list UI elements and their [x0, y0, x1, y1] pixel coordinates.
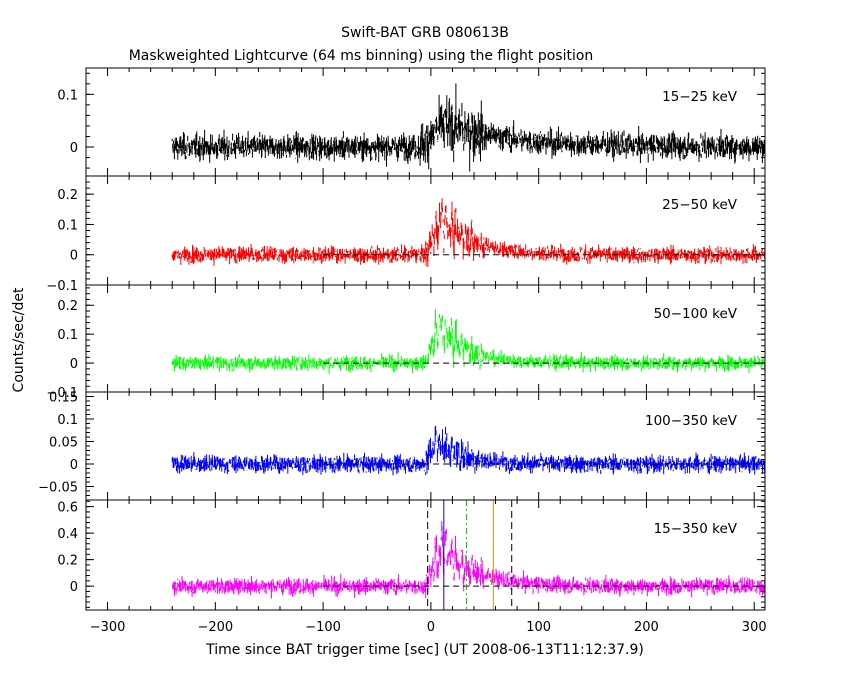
y-tick-label: 0 [70, 580, 78, 595]
y-tick-label: 0 [70, 357, 78, 372]
y-tick-label: 0.1 [57, 218, 78, 233]
y-tick-label: 0.1 [57, 328, 78, 343]
energy-band-label: 100−350 keV [645, 413, 738, 429]
y-tick-label: 0.2 [57, 554, 78, 569]
x-tick-label: −100 [305, 620, 341, 635]
energy-band-label: 15−25 keV [662, 89, 738, 105]
panel-frame [85, 284, 766, 393]
energy-band-label: 15−350 keV [654, 521, 738, 537]
x-tick-label: −300 [90, 620, 126, 635]
panel-frame [85, 391, 766, 501]
y-tick-label: 0.05 [49, 436, 78, 451]
y-tick-label: 0.6 [57, 501, 78, 516]
y-tick-label: 0.4 [57, 527, 78, 542]
series-15-25-kev [171, 83, 765, 172]
energy-band-label: 50−100 keV [654, 306, 738, 322]
y-tick-label: −0.1 [46, 279, 78, 294]
y-axis-label: Counts/sec/det [11, 287, 27, 392]
y-tick-label: 0.1 [57, 88, 78, 103]
y-tick-label: 0.15 [49, 391, 78, 406]
x-tick-label: 200 [634, 620, 659, 635]
panel-frame [85, 499, 766, 611]
panel-frame [85, 175, 766, 286]
panel-100-350-kev: −0.05 0 0.05 0.1 0.15 100−350 keV [38, 391, 766, 501]
chart-subtitle: Maskweighted Lightcurve (64 ms binning) … [129, 48, 594, 64]
y-tick-label: 0.1 [57, 413, 78, 428]
lightcurve-trace [171, 198, 765, 267]
y-tick-label: −0.05 [38, 481, 78, 496]
panels-group: 0 0.1 15−25 keV −0.1 0 0.1 0.2 25−50 keV −0.1 0 0.… [38, 67, 767, 635]
x-tick-label: 100 [526, 620, 551, 635]
y-tick-label: 0 [70, 249, 78, 264]
x-tick-label: 300 [742, 620, 767, 635]
lightcurve-trace [171, 309, 765, 374]
panel-50-100-kev: −0.1 0 0.1 0.2 50−100 keV [46, 284, 766, 401]
panel-25-50-kev: −0.1 0 0.1 0.2 25−50 keV [46, 175, 766, 294]
y-tick-label: 0 [70, 141, 78, 156]
series-50-100-kev [171, 309, 765, 374]
energy-band-label: 25−50 keV [662, 197, 738, 213]
y-tick-label: 0 [70, 458, 78, 473]
y-tick-label: 0.2 [57, 188, 78, 203]
series-100-350-kev [171, 425, 765, 476]
lightcurve-trace [171, 83, 765, 172]
x-tick-label: 0 [427, 620, 435, 635]
lightcurve-trace [171, 425, 765, 476]
panel-15-350-kev: 0 0.2 0.4 0.6 15−350 keV [57, 499, 766, 611]
chart-title: Swift-BAT GRB 080613B [341, 25, 509, 41]
series-15-350-kev [171, 500, 765, 610]
x-axis-label: Time since BAT trigger time [sec] (UT 20… [205, 642, 644, 658]
panel-15-25-kev: 0 0.1 15−25 keV [57, 67, 766, 177]
y-tick-label: −0.1 [46, 386, 78, 401]
y-tick-label: 0.2 [57, 299, 78, 314]
x-tick-label: −200 [197, 620, 233, 635]
series-25-50-kev [171, 198, 765, 267]
